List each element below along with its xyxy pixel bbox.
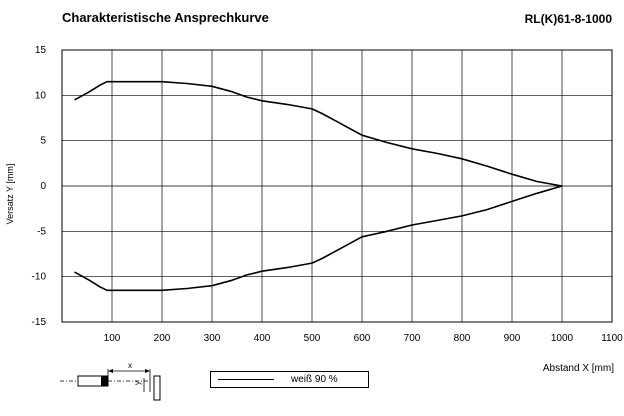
y-tick-label: 5: [40, 136, 46, 147]
x-dimension-arrow-left: [108, 369, 113, 373]
y-axis-label: Versatz Y [mm]: [5, 164, 15, 225]
y-tick-label: 10: [35, 90, 47, 101]
x-tick-label: 900: [504, 333, 521, 344]
y-tick-label: -10: [32, 272, 47, 283]
x-tick-label: 500: [304, 333, 321, 344]
y-dimension-label: y: [133, 381, 142, 385]
x-tick-labels: 100 200 300 400 500 600 700 800 900 1000 1100: [104, 333, 624, 344]
y-tick-labels: 15 10 5 0 -5 -10 -15: [32, 45, 47, 328]
sensor-diagram: x y: [60, 361, 160, 400]
x-tick-label: 1000: [551, 333, 574, 344]
y-tick-label: 15: [35, 45, 47, 56]
y-tick-label: -5: [37, 226, 46, 237]
x-axis-label: Abstand X [mm]: [543, 363, 614, 374]
legend-label: weiß 90 %: [291, 374, 338, 385]
legend-line-swatch: [218, 379, 274, 380]
reflector-target: [154, 376, 160, 400]
x-tick-label: 800: [454, 333, 471, 344]
x-dimension-label: x: [128, 361, 132, 370]
x-dimension-arrow-right: [145, 369, 150, 373]
x-tick-label: 700: [404, 333, 421, 344]
grid-lines: [62, 50, 612, 322]
x-tick-label: 100: [104, 333, 121, 344]
x-tick-label: 200: [154, 333, 171, 344]
x-tick-label: 600: [354, 333, 371, 344]
x-tick-label: 1100: [601, 333, 623, 344]
sensor-lens: [101, 376, 108, 386]
x-tick-label: 300: [204, 333, 221, 344]
x-tick-label: 400: [254, 333, 271, 344]
y-tick-label: 0: [40, 181, 46, 192]
legend: weiß 90 %: [210, 371, 369, 388]
y-tick-label: -15: [32, 317, 47, 328]
